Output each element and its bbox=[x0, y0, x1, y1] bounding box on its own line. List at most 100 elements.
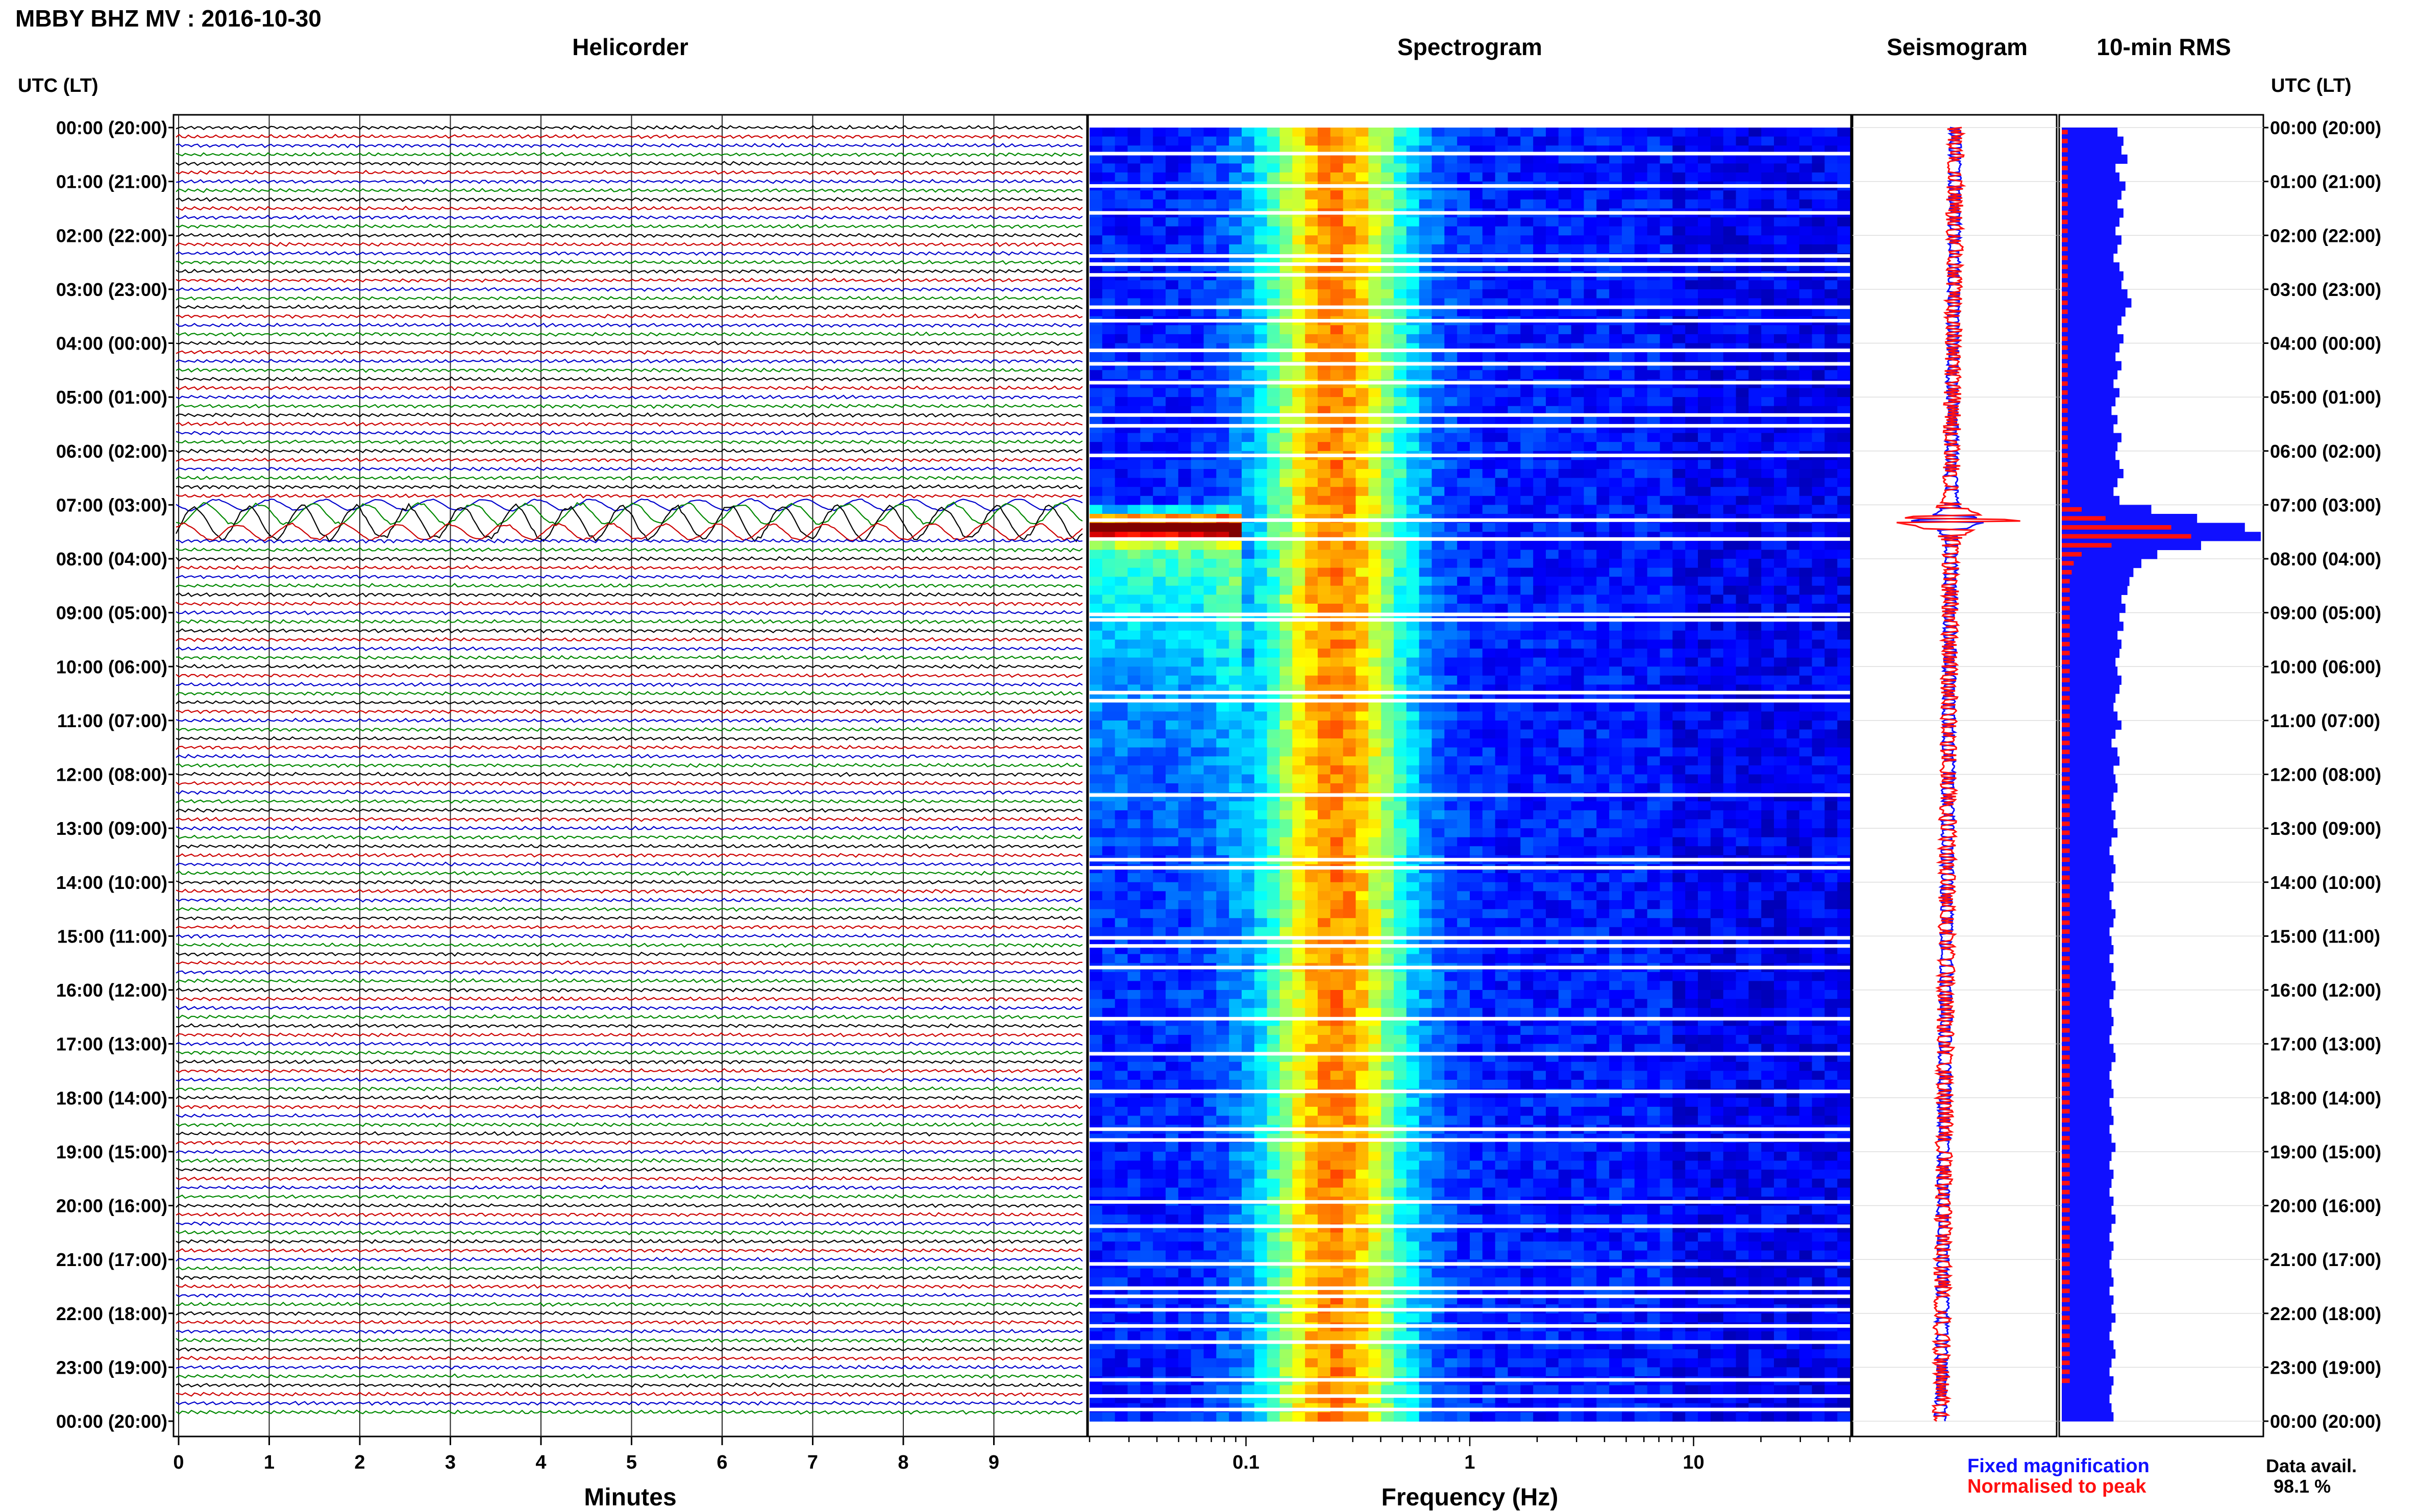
spectrogram-cell bbox=[1470, 540, 1483, 551]
spectrogram-cell bbox=[1166, 828, 1179, 838]
spectrogram-cell bbox=[1292, 505, 1305, 514]
spectrogram-cell bbox=[1584, 388, 1597, 398]
spectrogram-cell bbox=[1647, 729, 1661, 739]
spectrogram-cell bbox=[1546, 639, 1559, 649]
spectrogram-cell bbox=[1330, 649, 1344, 658]
spectrogram-cell bbox=[1178, 217, 1192, 227]
spectrogram-cell bbox=[1444, 622, 1458, 631]
spectrogram-cell bbox=[1343, 307, 1356, 317]
spectrogram-cell bbox=[1546, 577, 1559, 586]
spectrogram-cell bbox=[1090, 711, 1103, 721]
spectrogram-cell bbox=[1279, 136, 1293, 146]
spectrogram-cell bbox=[1254, 585, 1268, 596]
spectrogram-cell bbox=[1318, 837, 1331, 847]
spectrogram-cell bbox=[1216, 235, 1229, 245]
spectrogram-cell bbox=[1748, 298, 1762, 308]
spectrogram-cell bbox=[1495, 334, 1509, 344]
helicorder-trace bbox=[176, 565, 1083, 571]
spectrogram-cell bbox=[1698, 190, 1711, 200]
spectrogram-cell bbox=[1824, 756, 1838, 766]
spectrogram-cell bbox=[1622, 505, 1635, 514]
spectrogram-cell bbox=[1090, 172, 1103, 182]
spectrogram-cell bbox=[1406, 199, 1420, 209]
spectrogram-cell bbox=[1558, 567, 1572, 577]
spectrogram-cell bbox=[1786, 478, 1800, 487]
spectrogram-cell bbox=[1622, 388, 1635, 398]
spectrogram-cell bbox=[1660, 280, 1673, 290]
spectrogram-cell bbox=[1090, 649, 1103, 658]
spectrogram-cell bbox=[1343, 756, 1356, 766]
spectrogram-cell bbox=[1774, 280, 1787, 290]
time-label-left: 08:00 (04:00) bbox=[56, 549, 167, 569]
spectrogram-cell bbox=[1381, 469, 1394, 479]
spectrogram-cell bbox=[1203, 819, 1217, 829]
helicorder-trace bbox=[176, 601, 1083, 607]
spectrogram-cell bbox=[1584, 415, 1597, 425]
spectrogram-cell bbox=[1153, 244, 1166, 254]
spectrogram-cell bbox=[1381, 801, 1394, 811]
spectrogram-cell bbox=[1140, 765, 1153, 775]
spectrogram-cell bbox=[1736, 190, 1749, 200]
spectrogram-cell bbox=[1127, 163, 1141, 173]
spectrogram-cell bbox=[1786, 460, 1800, 469]
spectrogram-cell bbox=[1508, 199, 1521, 209]
spectrogram-cell bbox=[1470, 828, 1483, 838]
spectrogram-cell bbox=[1495, 289, 1509, 299]
spectrogram-cell bbox=[1596, 370, 1610, 380]
time-label-right: 05:00 (01:00) bbox=[2270, 387, 2381, 408]
spectrogram-cell bbox=[1216, 307, 1229, 317]
spectrogram-cell bbox=[1102, 594, 1116, 604]
spectrogram-cell bbox=[1229, 154, 1242, 164]
spectrogram-cell bbox=[1406, 639, 1420, 649]
spectrogram-cell bbox=[1609, 289, 1622, 299]
helicorder-trace bbox=[176, 1248, 1083, 1253]
spectrogram-cell bbox=[1254, 747, 1268, 757]
spectrogram-cell bbox=[1457, 577, 1470, 586]
spectrogram-cell bbox=[1279, 433, 1293, 442]
helicorder-trace bbox=[176, 1409, 1083, 1415]
spectrogram-cell bbox=[1774, 774, 1787, 784]
spectrogram-cell bbox=[1622, 604, 1635, 613]
spectrogram-cell bbox=[1444, 226, 1458, 236]
spectrogram-cell bbox=[1837, 559, 1850, 568]
spectrogram-cell bbox=[1330, 505, 1344, 514]
spectrogram-cell bbox=[1431, 244, 1445, 254]
spectrogram-cell bbox=[1457, 828, 1470, 838]
spectrogram-cell bbox=[1710, 604, 1724, 613]
spectrogram-cell bbox=[1229, 657, 1242, 667]
spectrogram-cell bbox=[1571, 585, 1585, 596]
time-label-right: 14:00 (10:00) bbox=[2270, 872, 2381, 893]
spectrogram-cell bbox=[1305, 720, 1318, 730]
spectrogram-cell bbox=[1191, 577, 1204, 586]
spectrogram-cell bbox=[1254, 199, 1268, 209]
spectrogram-cell bbox=[1609, 523, 1622, 532]
spectrogram-cell bbox=[1495, 433, 1509, 442]
spectrogram-cell bbox=[1431, 666, 1445, 676]
spectrogram-cell bbox=[1761, 649, 1774, 658]
spectrogram-cell bbox=[1229, 190, 1242, 200]
spectrogram-cell bbox=[1394, 594, 1407, 604]
spectrogram-cell bbox=[1748, 469, 1762, 479]
spectrogram-cell bbox=[1178, 325, 1192, 335]
spectrogram-cell bbox=[1508, 325, 1521, 335]
helicorder-trace bbox=[176, 304, 1083, 310]
spectrogram-cell bbox=[1774, 711, 1787, 721]
spectrogram-cell bbox=[1431, 837, 1445, 847]
spectrogram-cell bbox=[1812, 540, 1825, 551]
spectrogram-cell bbox=[1584, 577, 1597, 586]
spectrogram-cell bbox=[1166, 577, 1179, 586]
spectrogram-cell bbox=[1786, 235, 1800, 245]
spectrogram-cell bbox=[1242, 550, 1255, 559]
spectrogram-cell bbox=[1381, 594, 1394, 604]
spectrogram-cell bbox=[1090, 433, 1103, 442]
spectrogram-cell bbox=[1596, 819, 1610, 829]
spectrogram-cell bbox=[1748, 217, 1762, 227]
spectrogram-cell bbox=[1203, 747, 1217, 757]
spectrogram-cell bbox=[1812, 163, 1825, 173]
spectrogram-cell bbox=[1660, 666, 1673, 676]
spectrogram-cell bbox=[1571, 666, 1585, 676]
spectrogram-cell bbox=[1685, 128, 1698, 137]
helicorder-trace bbox=[176, 1203, 1083, 1208]
spectrogram-cell bbox=[1546, 801, 1559, 811]
spectrogram-cell bbox=[1166, 540, 1179, 551]
